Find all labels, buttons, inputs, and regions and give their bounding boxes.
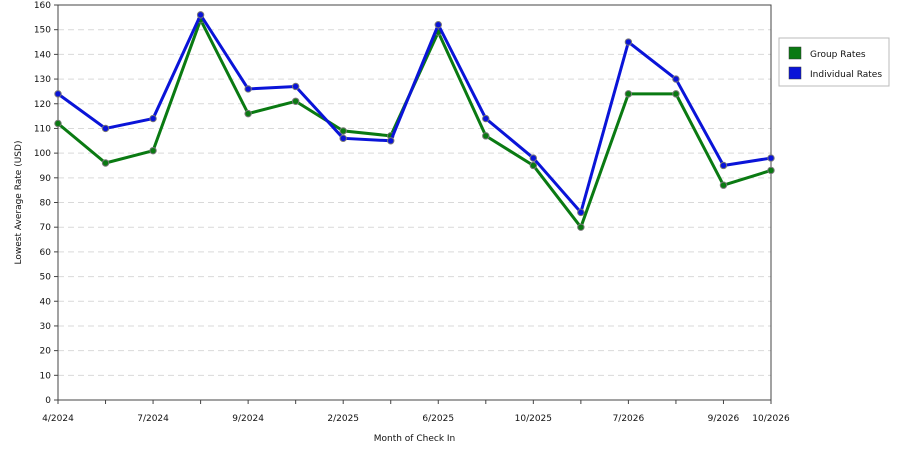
legend-label-group-rates: Group Rates — [810, 50, 866, 60]
series-line-individual-rates — [57, 13, 772, 214]
legend-swatch-group-rates — [788, 46, 802, 60]
y-tick-label: 80 — [40, 199, 52, 209]
y-tick-label: 50 — [40, 273, 52, 283]
legend: Group Rates Individual Rates — [778, 37, 890, 87]
data-point — [434, 21, 442, 29]
x-axis: 4/2024 7/2024 9/2024 2/2025 6/2025 10/2025 7/2… — [42, 400, 790, 424]
data-point — [291, 82, 300, 91]
data-point — [339, 127, 347, 135]
data-point — [54, 90, 62, 98]
y-tick-label: 70 — [40, 223, 52, 233]
y-tick-label: 60 — [40, 248, 52, 258]
y-axis-title: Lowest Average Rate (USD) — [14, 141, 24, 265]
legend-label-individual-rates: Individual Rates — [810, 70, 882, 80]
data-point — [482, 114, 490, 123]
data-point — [577, 223, 585, 231]
data-point — [244, 109, 252, 118]
data-point — [624, 38, 633, 46]
data-point — [529, 154, 538, 162]
y-tick-label: 30 — [40, 322, 52, 332]
data-point — [719, 161, 728, 170]
y-tick-label: 10 — [40, 371, 52, 381]
data-point — [577, 208, 585, 217]
x-tick-label: 2/2025 — [327, 414, 359, 424]
x-tick-label: 4/2024 — [42, 414, 74, 424]
data-point — [624, 90, 633, 98]
data-point — [767, 154, 775, 162]
data-point — [291, 97, 300, 105]
y-tick-label: 130 — [34, 75, 51, 85]
data-point — [244, 85, 252, 93]
data-point — [767, 166, 775, 175]
y-tick-label: 20 — [40, 347, 52, 357]
data-point — [149, 146, 157, 155]
x-tick-label: 9/2024 — [232, 414, 264, 424]
series-group — [54, 11, 775, 231]
x-tick-label: 7/2024 — [137, 414, 169, 424]
data-point — [387, 137, 395, 145]
y-axis: 0 10 20 30 40 50 60 70 80 90 100 110 120 130 140 150 160 — [34, 1, 58, 406]
y-tick-label: 120 — [34, 100, 51, 110]
legend-swatch-individual-rates — [788, 66, 802, 80]
gridlines — [58, 29, 771, 376]
data-point — [672, 75, 680, 83]
data-point — [101, 159, 110, 167]
y-tick-label: 90 — [40, 174, 52, 184]
data-point — [196, 11, 205, 19]
data-point — [482, 132, 490, 140]
data-point — [529, 161, 538, 170]
x-tick-label: 7/2026 — [613, 414, 645, 424]
y-tick-label: 150 — [34, 26, 51, 36]
x-tick-label: 10/2026 — [752, 414, 790, 424]
x-tick-label: 6/2025 — [422, 414, 454, 424]
y-tick-label: 0 — [45, 396, 51, 406]
x-axis-title: Month of Check In — [374, 434, 456, 444]
y-tick-label: 140 — [34, 50, 51, 60]
x-tick-label: 9/2026 — [708, 414, 740, 424]
plot-area-frame — [57, 4, 772, 401]
y-tick-label: 110 — [34, 124, 51, 134]
data-point — [54, 119, 62, 128]
data-point — [672, 90, 680, 98]
data-point — [149, 114, 157, 123]
y-tick-label: 160 — [34, 1, 51, 11]
data-point — [339, 134, 347, 143]
y-tick-label: 40 — [40, 297, 52, 307]
series-line-group-rates — [57, 18, 772, 229]
data-point — [719, 181, 728, 189]
data-point — [101, 124, 110, 133]
y-tick-label: 100 — [34, 149, 51, 159]
x-tick-label: 10/2025 — [515, 414, 552, 424]
